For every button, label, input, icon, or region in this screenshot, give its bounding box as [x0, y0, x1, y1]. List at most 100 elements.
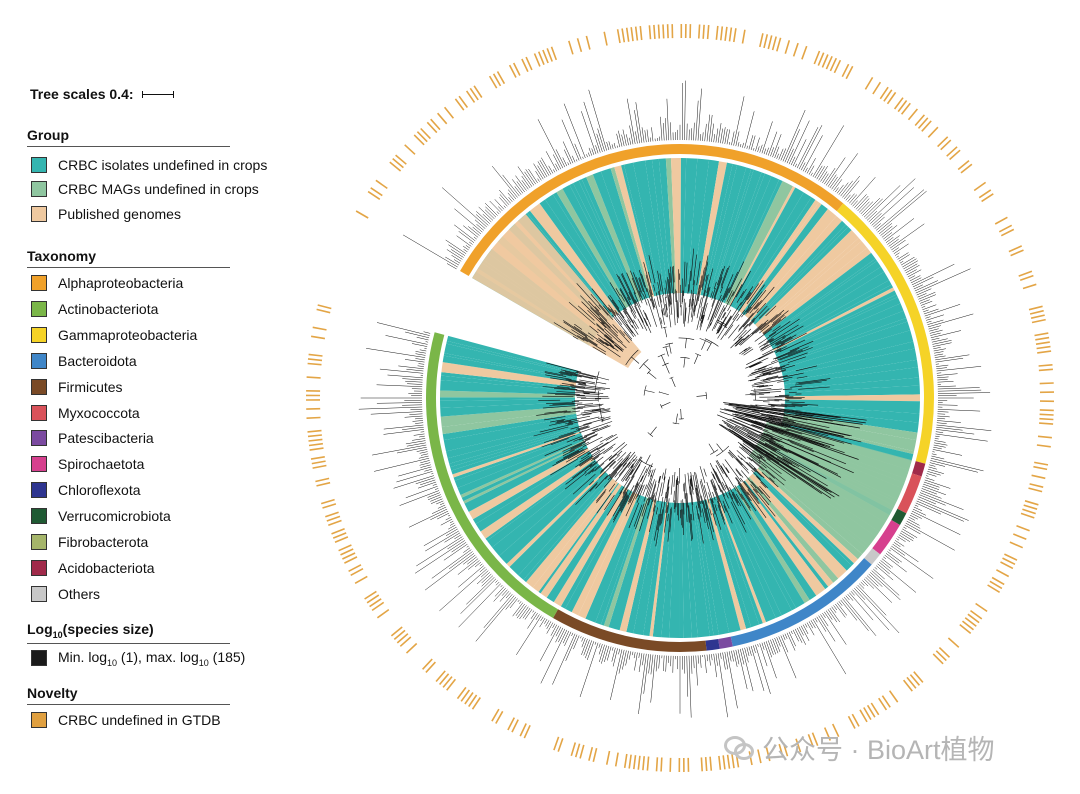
group-wedge — [681, 502, 692, 638]
group-wedge — [441, 410, 577, 435]
group-wedge — [763, 252, 876, 338]
group-wedge — [540, 483, 622, 598]
branch-line — [742, 426, 842, 478]
isolates-swatch-icon — [31, 157, 47, 173]
group-wedge — [703, 163, 738, 297]
group-wedge — [769, 271, 890, 347]
group-wedge — [440, 397, 576, 401]
group-wedge — [757, 466, 863, 560]
group-wedge — [775, 297, 901, 357]
taxonomy-item: Alphaproteobacteria — [31, 275, 183, 291]
group-wedge — [687, 502, 710, 638]
branch-line — [731, 430, 828, 492]
group-wedge — [749, 473, 847, 579]
group-item-label: CRBC MAGs undefined in crops — [58, 181, 259, 197]
group-wedge — [480, 456, 595, 539]
taxonomy-segment — [836, 203, 934, 464]
taxonomy-item: Actinobacteriota — [31, 300, 158, 317]
group-wedge — [553, 487, 628, 607]
group-wedge — [782, 341, 915, 377]
group-wedge — [724, 181, 793, 306]
group-wedge — [468, 447, 590, 520]
taxonomy-segment — [730, 558, 872, 647]
tree-scale-label: Tree scales 0.4: — [30, 86, 134, 102]
group-wedge — [670, 158, 681, 294]
group-wedge — [661, 502, 676, 638]
group-wedge — [652, 502, 672, 638]
group-wedge — [679, 502, 684, 638]
group-wedge — [518, 475, 612, 580]
taxonomy-item: Verrucomicrobiota — [31, 508, 171, 525]
group-wedge — [453, 432, 582, 481]
group-wedge — [739, 481, 826, 596]
species-size-label: Min. log10 (1), max. log10 (185) — [58, 649, 246, 668]
group-wedge — [552, 192, 626, 309]
group-wedge — [651, 158, 671, 294]
species-size-item: Min. log10 (1), max. log10 (185) — [31, 649, 245, 668]
group-wedge — [649, 502, 669, 637]
group-wedge — [756, 468, 858, 564]
group-wedge — [685, 502, 698, 638]
branch-line — [740, 407, 860, 429]
group-wedge — [680, 158, 687, 294]
group-wedge — [608, 498, 654, 631]
group-wedge — [546, 485, 625, 603]
branch-line — [729, 418, 854, 474]
group-wedge — [682, 158, 698, 294]
taxonomy-swatch-icon — [31, 352, 47, 369]
group-wedge — [610, 167, 652, 298]
branch-line — [735, 413, 829, 437]
group-wedge — [721, 493, 782, 619]
group-wedge — [730, 487, 805, 609]
taxonomy-item: Myxococcota — [31, 404, 140, 421]
group-wedge — [643, 501, 667, 637]
group-wedge — [740, 202, 822, 314]
group-wedge — [452, 431, 581, 478]
group-wedge — [600, 497, 647, 626]
group-wedge — [778, 318, 908, 365]
taxonomy-item: Firmicutes — [31, 378, 123, 395]
group-wedge — [578, 493, 639, 619]
group-wedge — [529, 203, 619, 317]
branch-line — [735, 409, 852, 437]
mags-swatch-icon — [31, 181, 47, 197]
taxonomy-swatch-icon — [31, 326, 47, 343]
group-wedge — [440, 375, 576, 391]
group-wedge — [772, 284, 894, 350]
novelty-ring — [305, 23, 1055, 773]
taxonomy-swatch-icon — [31, 404, 47, 421]
branch-line — [734, 415, 835, 447]
group-wedge — [784, 385, 920, 397]
group-wedge — [569, 183, 634, 305]
group-wedge — [603, 497, 649, 628]
group-wedge — [767, 266, 885, 343]
group-item-mags: CRBC MAGs undefined in crops — [31, 181, 259, 197]
branch-line — [732, 417, 847, 465]
group-wedge — [633, 500, 664, 636]
group-wedge — [443, 353, 577, 380]
legend-panel: Tree scales 0.4: Group CRBC isolates und… — [0, 0, 300, 794]
taxonomy-segment — [460, 143, 844, 276]
taxonomy-segment — [912, 461, 926, 477]
wechat-icon — [724, 735, 754, 760]
branch-line — [732, 407, 830, 429]
group-wedge — [571, 491, 636, 616]
group-wedge — [753, 226, 852, 325]
taxonomy-segment — [553, 609, 707, 652]
group-wedge — [737, 197, 816, 312]
branch-line — [728, 404, 833, 422]
group-wedge — [700, 162, 733, 296]
group-wedge — [717, 173, 772, 301]
group-item-published: Published genomes — [31, 206, 181, 222]
group-wedge — [784, 367, 920, 390]
species-size-title: Log10(species size) — [27, 621, 230, 644]
group-wedge — [711, 497, 760, 628]
group-wedge — [692, 159, 720, 295]
group-wedge — [499, 467, 605, 564]
group-wedge — [694, 501, 719, 636]
group-wedge — [444, 343, 578, 379]
taxonomy-segment — [705, 638, 720, 651]
taxonomy-item: Gammaproteobacteria — [31, 326, 197, 343]
branch-line — [723, 402, 867, 421]
group-wedge — [743, 480, 829, 590]
